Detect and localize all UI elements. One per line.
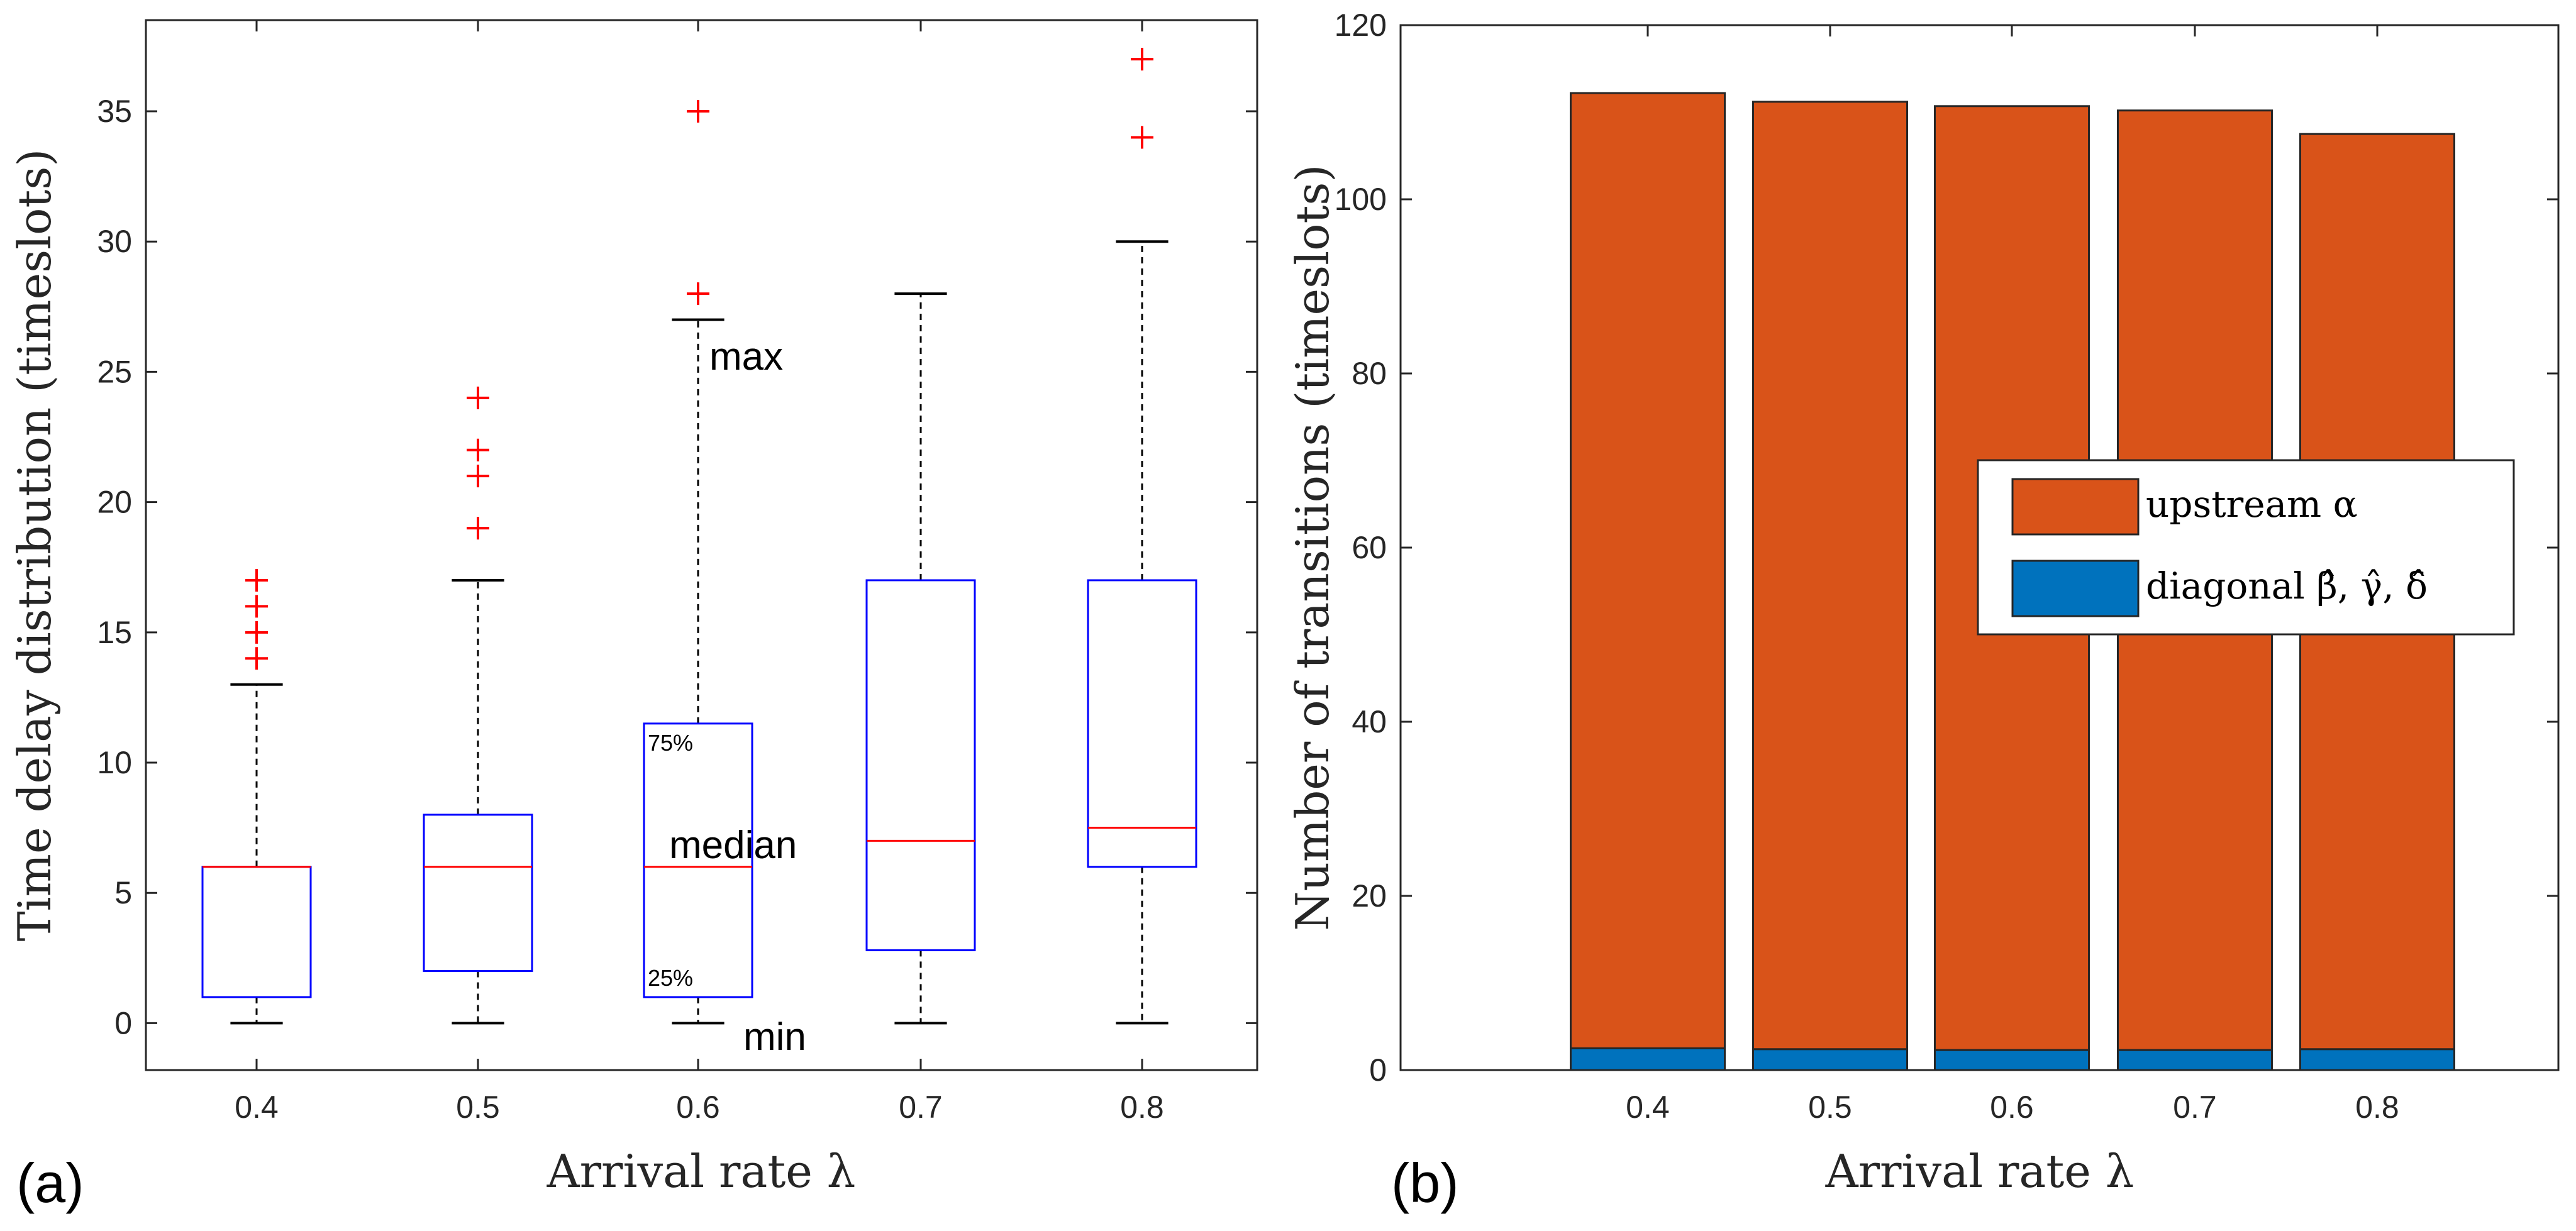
x-tick-label: 0.8: [1120, 1090, 1164, 1125]
outlier-marker: [1131, 126, 1153, 149]
x-tick-label: 0.6: [1990, 1090, 2034, 1125]
legend: upstream α diagonal β̂, γ̂, δ̂: [1977, 459, 2515, 636]
panel-label-a: (a): [16, 1152, 84, 1214]
outlier-marker: [1131, 48, 1153, 71]
iqr-box: [423, 814, 533, 973]
bar-y-label: Number of transitions (timeslots): [1286, 165, 1339, 931]
x-tick-label: 0.5: [456, 1090, 500, 1125]
x-tick-label: 0.4: [235, 1090, 279, 1125]
iqr-box: [1087, 579, 1197, 868]
y-tick-label: 10: [97, 745, 132, 780]
boxplot-boxes: [201, 48, 1197, 1025]
annotation-75pct: 75%: [648, 730, 693, 756]
bar-panel: 0 20 40 60 80 100 120 0.4 0.5 0.6 0.7 0.8 Arrival …: [1286, 8, 2560, 1214]
annotation-max: max: [709, 335, 783, 378]
boxplot-panel: 0 5 10 15 20 25 30 35 0.4 0.5 0.6 0.7 0.8 Arrival r…: [8, 19, 1258, 1214]
iqr-box: [643, 722, 753, 998]
x-tick-label: 0.7: [899, 1090, 943, 1125]
y-tick-label: 80: [1352, 356, 1387, 391]
y-tick-label: 30: [97, 224, 132, 259]
outlier-marker: [467, 465, 489, 488]
outlier-marker: [467, 517, 489, 540]
y-tick-label: 0: [114, 1005, 132, 1041]
annotation-25pct: 25%: [648, 965, 693, 991]
bar-upstream: [1570, 92, 1726, 1049]
x-tick-label: 0.6: [676, 1090, 720, 1125]
legend-swatch-upstream: [2011, 478, 2140, 536]
y-tick-label: 25: [97, 354, 132, 389]
bar-x-label: Arrival rate λ: [1825, 1145, 2135, 1198]
y-tick-label: 0: [1369, 1052, 1387, 1088]
outlier-marker: [467, 438, 489, 461]
legend-label-upstream: upstream α: [2146, 483, 2358, 526]
boxplot-y-ticks: 0 5 10 15 20 25 30 35: [97, 94, 1257, 1041]
x-tick-label: 0.7: [2173, 1090, 2217, 1125]
iqr-box: [865, 579, 976, 951]
boxplot-y-label: Time delay distribution (timeslots): [8, 149, 61, 942]
annotation-min: min: [743, 1015, 806, 1059]
outlier-marker: [687, 100, 709, 123]
boxplot-x-ticks: 0.4 0.5 0.6 0.7 0.8: [235, 20, 1164, 1125]
y-tick-label: 100: [1335, 182, 1387, 217]
outlier-marker: [245, 621, 268, 644]
bar-diagonal: [2299, 1048, 2455, 1071]
y-tick-label: 15: [97, 615, 132, 650]
legend-label-diagonal: diagonal β̂, γ̂, δ̂: [2146, 565, 2428, 607]
outlier-marker: [687, 282, 709, 306]
panel-label-b: (b): [1391, 1152, 1459, 1214]
bar-series: [1570, 92, 2455, 1071]
bar-diagonal: [1934, 1049, 2090, 1071]
x-tick-label: 0.5: [1808, 1090, 1852, 1125]
y-tick-label: 20: [1352, 878, 1387, 914]
legend-swatch-diagonal: [2011, 560, 2140, 617]
x-tick-label: 0.4: [1626, 1090, 1670, 1125]
y-tick-label: 5: [114, 875, 132, 910]
bar-diagonal: [1752, 1048, 1908, 1071]
y-tick-label: 35: [97, 94, 132, 129]
boxplot-x-label: Arrival rate λ: [547, 1145, 856, 1198]
bar-upstream: [1752, 101, 1908, 1051]
bar-x-ticks: 0.4 0.5 0.6 0.7 0.8: [1626, 25, 2399, 1125]
iqr-box: [201, 866, 312, 998]
outlier-marker: [467, 386, 489, 409]
y-tick-label: 40: [1352, 704, 1387, 739]
y-tick-label: 20: [97, 485, 132, 520]
y-tick-label: 60: [1352, 530, 1387, 565]
outlier-marker: [245, 568, 268, 592]
x-tick-label: 0.8: [2355, 1090, 2399, 1125]
annotation-median: median: [669, 824, 797, 867]
bar-diagonal: [1570, 1047, 1726, 1071]
bar-y-ticks: 0 20 40 60 80 100 120: [1335, 8, 2558, 1088]
outlier-marker: [245, 595, 268, 618]
y-tick-label: 120: [1335, 8, 1387, 43]
outlier-marker: [245, 647, 268, 670]
bar-diagonal: [2117, 1049, 2273, 1071]
